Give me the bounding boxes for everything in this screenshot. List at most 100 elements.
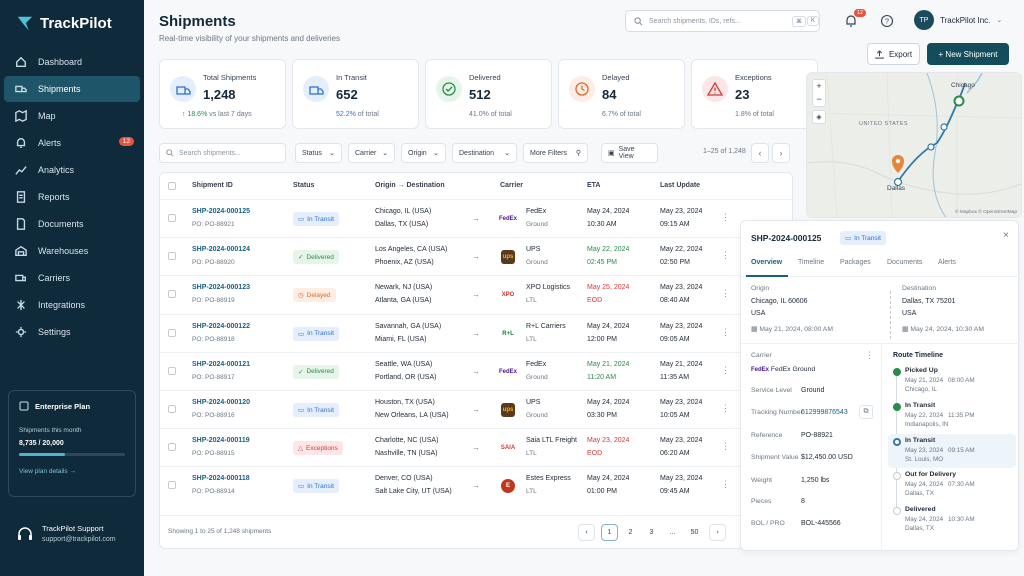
origin-filter[interactable]: Origin ⌄ [401, 143, 446, 163]
close-icon[interactable]: × [1003, 230, 1009, 241]
kpi-card-exceptions[interactable]: Exceptions 23 1.8% of total [691, 59, 818, 129]
row-checkbox[interactable] [168, 328, 176, 337]
shipment-id-link[interactable]: SHP-2024-000120 [192, 399, 250, 406]
table-row[interactable]: SHP-2024-000118 PO: PO-88914 ▭ In Transit De… [160, 466, 792, 504]
shipment-id-link[interactable]: SHP-2024-000118 [192, 475, 250, 483]
tab-timeline[interactable]: Timeline [798, 259, 825, 266]
carrier-filter[interactable]: Carrier ⌄ [348, 143, 395, 163]
plan-details-link[interactable]: View plan details → [19, 468, 76, 475]
row-checkbox[interactable] [168, 405, 176, 413]
tab-packages[interactable]: Packages [840, 259, 871, 266]
copy-icon[interactable]: ⧉ [859, 405, 873, 419]
row-checkbox[interactable] [168, 366, 176, 375]
zoom-out-button[interactable]: − [816, 94, 822, 104]
sidebar-item-alerts[interactable]: Alerts 12 [4, 130, 140, 156]
table-row[interactable]: SHP-2024-000119 PO: PO-88915 △ Exceptions Ch… [160, 428, 792, 466]
global-search-input[interactable]: Search shipments, IDs, refs... ⌘ K [625, 10, 820, 32]
more-options-icon[interactable]: ⋮ [721, 403, 730, 413]
destination-filter[interactable]: Destination ⌄ [452, 143, 517, 163]
sidebar-item-analytics[interactable]: Analytics [4, 157, 140, 183]
zoom-in-button[interactable]: + [816, 81, 822, 91]
destination-pin-icon[interactable] [892, 155, 904, 173]
field-value-tracking-number[interactable]: 612999876543 [801, 409, 848, 416]
notifications-bell-icon[interactable] [844, 14, 858, 28]
table-row[interactable]: SHP-2024-000120 PO: PO-88916 ▭ In Transit Ho… [160, 390, 792, 428]
kpi-card-total-shipments[interactable]: Total Shipments 1,248 ↑ 18.6% vs last 7 da… [159, 59, 286, 129]
stop-marker[interactable] [940, 123, 948, 131]
kpi-card-delivered[interactable]: Delivered 512 41.0% of total [425, 59, 552, 129]
page-2[interactable]: 2 [622, 524, 639, 541]
help-icon[interactable]: ? [880, 14, 894, 28]
more-options-icon[interactable]: ⋮ [721, 479, 730, 490]
warning-icon: △ [298, 445, 303, 453]
more-options-icon[interactable]: ⋮ [721, 288, 730, 299]
table-row[interactable]: SHP-2024-000125 PO: PO-88921 ▭ In Transit Ch… [160, 199, 792, 237]
shipment-id-link[interactable]: SHP-2024-000123 [192, 284, 250, 292]
page-1[interactable]: 1 [601, 524, 618, 541]
table-row[interactable]: SHP-2024-000124 PO: PO-88920 ✓ Delivered Los… [160, 237, 792, 275]
table-row[interactable]: SHP-2024-000121 PO: PO-88917 ✓ Delivered Sea… [160, 351, 792, 390]
sidebar-item-documents[interactable]: Documents [4, 211, 140, 237]
col-header-eta[interactable]: ETA [587, 182, 601, 189]
more-options-icon[interactable]: ⋮ [721, 250, 730, 261]
tab-overview[interactable]: Overview [751, 259, 783, 266]
status-label: In Transit [307, 330, 334, 338]
sidebar-item-map[interactable]: Map [4, 103, 140, 129]
app-logo[interactable]: TrackPilot [0, 0, 144, 48]
table-search-input[interactable]: Search shipments... [159, 143, 286, 163]
sidebar-item-shipments[interactable]: Shipments [4, 76, 140, 102]
sidebar-item-reports[interactable]: Reports [4, 184, 140, 210]
shipment-id-link[interactable]: SHP-2024-000125 [192, 208, 250, 215]
row-checkbox[interactable] [168, 443, 176, 452]
more-options-icon[interactable]: ⋮ [721, 326, 730, 337]
route-map[interactable]: Chicago Dallas UNITED STATES © Mapbox © … [806, 72, 1022, 218]
row-checkbox[interactable] [168, 481, 176, 490]
user-menu[interactable]: TP TrackPilot Inc. ⌄ [914, 10, 1002, 30]
chicago-marker[interactable] [953, 95, 965, 107]
sidebar-item-settings[interactable]: Settings [4, 319, 140, 345]
prev-page-button[interactable]: ‹ [751, 143, 769, 163]
table-row[interactable]: SHP-2024-000122 PO: PO-88918 ▭ In Transit Sa… [160, 313, 792, 352]
col-header-route[interactable]: Origin → Destination [375, 182, 445, 189]
new-shipment-button[interactable]: + New Shipment [927, 43, 1009, 65]
dallas-marker[interactable] [893, 177, 903, 187]
tab-alerts[interactable]: Alerts [938, 259, 956, 266]
sidebar-item-warehouses[interactable]: Warehouses [4, 238, 140, 264]
tab-documents[interactable]: Documents [887, 259, 923, 266]
col-header-update[interactable]: Last Update [660, 182, 701, 189]
more-options-icon[interactable]: ⋮ [721, 212, 730, 222]
row-checkbox[interactable] [168, 252, 176, 261]
layers-icon[interactable]: ◈ [812, 110, 826, 124]
report-icon [14, 190, 28, 204]
next-page-button[interactable]: › [709, 524, 726, 541]
support-contact[interactable]: TrackPilot Support support@trackpilot.co… [16, 524, 116, 543]
sidebar-item-integrations[interactable]: Integrations [4, 292, 140, 318]
more-options-icon[interactable]: ⋮ [865, 350, 874, 360]
save-view-button[interactable]: ▣ Save View [601, 143, 658, 163]
status-filter[interactable]: Status ⌄ [295, 143, 342, 163]
col-header-carrier[interactable]: Carrier [500, 182, 523, 189]
page-3[interactable]: 3 [643, 524, 660, 541]
stop-marker[interactable] [927, 143, 935, 151]
shipment-id-link[interactable]: SHP-2024-000122 [192, 322, 250, 330]
more-options-icon[interactable]: ⋮ [721, 364, 730, 375]
shipment-id-link[interactable]: SHP-2024-000121 [192, 360, 250, 368]
more-filters-button[interactable]: More Filters ⚲ [523, 143, 588, 163]
col-header-status[interactable]: Status [293, 182, 315, 189]
kpi-card-in-transit[interactable]: In Transit 652 52.2% of total [292, 59, 419, 129]
export-button[interactable]: Export [867, 43, 920, 65]
kpi-card-delayed[interactable]: Delayed 84 6.7% of total [558, 59, 685, 129]
row-checkbox[interactable] [168, 290, 176, 299]
prev-page-button[interactable]: ‹ [578, 524, 595, 541]
table-row[interactable]: SHP-2024-000123 PO: PO-88919 ◷ Delayed Newar… [160, 275, 792, 313]
next-page-button[interactable]: › [772, 143, 790, 163]
sidebar-item-carriers[interactable]: Carriers [4, 265, 140, 291]
sidebar-item-dashboard[interactable]: Dashboard [4, 49, 140, 75]
page-50[interactable]: 50 [686, 524, 703, 541]
shipment-id-link[interactable]: SHP-2024-000124 [192, 246, 250, 254]
row-checkbox[interactable] [168, 214, 176, 222]
more-options-icon[interactable]: ⋮ [721, 441, 730, 452]
col-header-id[interactable]: Shipment ID [192, 182, 233, 189]
select-all-checkbox[interactable] [168, 182, 176, 190]
shipment-id-link[interactable]: SHP-2024-000119 [192, 437, 250, 445]
